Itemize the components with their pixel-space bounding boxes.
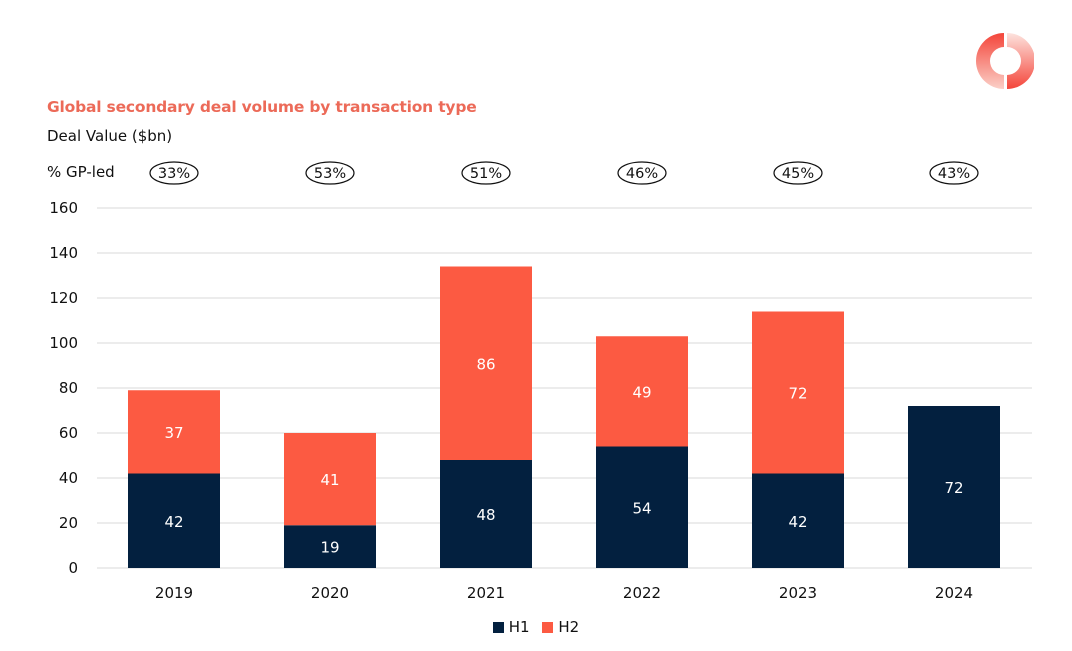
gp-led-bubble bbox=[305, 161, 355, 185]
data-label-h2-2022: 49 bbox=[632, 383, 651, 401]
data-label-h1-2024: 72 bbox=[944, 479, 963, 497]
y-tick-label: 160 bbox=[49, 199, 78, 217]
legend-label-h1: H1 bbox=[508, 618, 530, 636]
data-label-h1-2023: 42 bbox=[788, 513, 807, 531]
legend-label-h2: H2 bbox=[558, 618, 580, 636]
bar-h2-2019 bbox=[128, 390, 220, 474]
gp-led-bubble bbox=[773, 161, 823, 185]
y-tick-label: 60 bbox=[59, 424, 78, 442]
x-tick-label: 2023 bbox=[779, 584, 817, 602]
gp-led-bubble bbox=[461, 161, 511, 185]
x-tick-label: 2024 bbox=[935, 584, 973, 602]
bar-h1-2021 bbox=[440, 460, 532, 568]
y-tick-label: 140 bbox=[49, 244, 78, 262]
gp-led-value-2021: 51% bbox=[470, 166, 502, 182]
bar-h2-2022 bbox=[596, 336, 688, 447]
bar-h2-2021 bbox=[440, 266, 532, 460]
data-label-h2-2020: 41 bbox=[320, 471, 339, 489]
x-tick-label: 2019 bbox=[155, 584, 193, 602]
data-label-h2-2019: 37 bbox=[164, 424, 183, 442]
bar-h1-2020 bbox=[284, 525, 376, 568]
x-tick-label: 2020 bbox=[311, 584, 349, 602]
legend-item-h2: H2 bbox=[542, 618, 579, 636]
data-label-h1-2021: 48 bbox=[476, 506, 495, 524]
donut-logo-icon bbox=[976, 33, 1034, 89]
y-axis-title: Deal Value ($bn) bbox=[47, 127, 173, 145]
y-tick-label: 40 bbox=[59, 469, 78, 487]
y-tick-label: 100 bbox=[49, 334, 78, 352]
gp-led-bubble bbox=[149, 161, 199, 185]
legend: H1 H2 bbox=[0, 618, 1072, 637]
gp-led-value-2023: 45% bbox=[782, 166, 814, 182]
data-label-h2-2021: 86 bbox=[476, 355, 495, 373]
gp-led-value-2020: 53% bbox=[314, 166, 346, 182]
bar-h1-2019 bbox=[128, 473, 220, 568]
legend-swatch-h1 bbox=[492, 621, 504, 633]
gp-led-value-2019: 33% bbox=[158, 166, 190, 182]
bar-h2-2020 bbox=[284, 433, 376, 526]
x-tick-label: 2022 bbox=[623, 584, 661, 602]
data-label-h1-2019: 42 bbox=[164, 513, 183, 531]
chart-title: Global secondary deal volume by transact… bbox=[47, 98, 477, 116]
bar-h1-2024 bbox=[908, 406, 1000, 568]
legend-item-h1: H1 bbox=[492, 618, 530, 636]
bar-h1-2022 bbox=[596, 446, 688, 568]
data-label-h1-2022: 54 bbox=[632, 499, 651, 517]
y-tick-label: 80 bbox=[59, 379, 78, 397]
bar-h1-2023 bbox=[752, 473, 844, 568]
gp-led-value-2022: 46% bbox=[626, 166, 658, 182]
gp-led-value-2024: 43% bbox=[938, 166, 970, 182]
data-label-h2-2023: 72 bbox=[788, 385, 807, 403]
data-label-h1-2020: 19 bbox=[320, 539, 339, 557]
gp-led-row-label: % GP-led bbox=[47, 163, 115, 181]
gp-led-bubble bbox=[617, 161, 667, 185]
legend-swatch-h2 bbox=[542, 621, 554, 633]
gp-led-bubble bbox=[929, 161, 979, 185]
y-tick-label: 20 bbox=[59, 514, 78, 532]
y-tick-label: 0 bbox=[68, 559, 78, 577]
y-tick-label: 120 bbox=[49, 289, 78, 307]
bar-h2-2023 bbox=[752, 311, 844, 474]
x-tick-label: 2021 bbox=[467, 584, 505, 602]
